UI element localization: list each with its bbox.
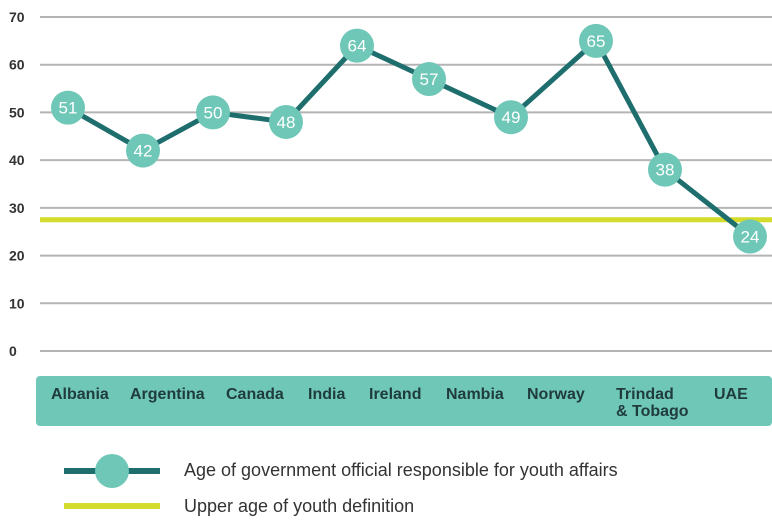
data-point xyxy=(269,104,303,139)
data-label: 49 xyxy=(502,108,521,127)
y-tick-label: 20 xyxy=(9,248,25,264)
data-label: 64 xyxy=(348,37,367,56)
data-label: 51 xyxy=(59,99,78,118)
legend-series: Age of government official responsible f… xyxy=(64,453,764,488)
x-tick-label: Argentina xyxy=(130,386,205,403)
x-tick-label: Albania xyxy=(51,386,109,403)
data-point xyxy=(51,90,85,125)
legend-reference-label: Upper age of youth definition xyxy=(184,496,415,516)
x-tick-label: Norway xyxy=(527,386,585,403)
data-label: 57 xyxy=(420,70,439,89)
y-tick-label: 0 xyxy=(9,343,17,359)
y-tick-label: 10 xyxy=(9,295,25,311)
y-tick-label: 30 xyxy=(9,200,25,216)
legend-series-label: Age of government official responsible f… xyxy=(184,460,618,480)
data-point xyxy=(733,219,767,254)
data-point xyxy=(412,62,446,97)
data-label: 38 xyxy=(656,161,675,180)
data-label: 65 xyxy=(587,32,606,51)
y-tick-label: 40 xyxy=(9,152,25,168)
y-tick-label: 50 xyxy=(9,104,25,120)
x-tick-label: Ireland xyxy=(369,386,422,403)
data-label: 50 xyxy=(204,103,223,122)
data-label: 48 xyxy=(277,113,296,132)
x-tick-label: Canada xyxy=(226,386,284,403)
legend-reference: Upper age of youth definition xyxy=(64,492,764,522)
series-line xyxy=(66,38,752,239)
data-point xyxy=(494,100,528,135)
data-label: 42 xyxy=(134,142,153,161)
x-tick-label: Nambia xyxy=(446,386,504,403)
data-point xyxy=(579,23,613,58)
y-tick-label: 70 xyxy=(9,9,25,25)
data-point xyxy=(340,28,374,63)
category-axis-band: Albania Argentina Canada India Ireland Nambia… xyxy=(36,376,772,426)
y-tick-label: 60 xyxy=(9,57,25,73)
x-tick-label: India xyxy=(308,386,346,403)
legend-reference-marker xyxy=(64,503,160,509)
x-tick-label: UAE xyxy=(714,386,748,403)
data-point xyxy=(126,133,160,168)
x-tick-label: Trindad & Tobago xyxy=(616,386,689,420)
data-point xyxy=(648,152,682,187)
data-label: 24 xyxy=(741,227,760,246)
data-point xyxy=(196,95,230,130)
line-chart: 70 60 50 40 30 20 10 0 51 42 50 48 64 57 49 65 38 24 xyxy=(9,9,772,359)
legend-series-marker xyxy=(64,454,160,488)
